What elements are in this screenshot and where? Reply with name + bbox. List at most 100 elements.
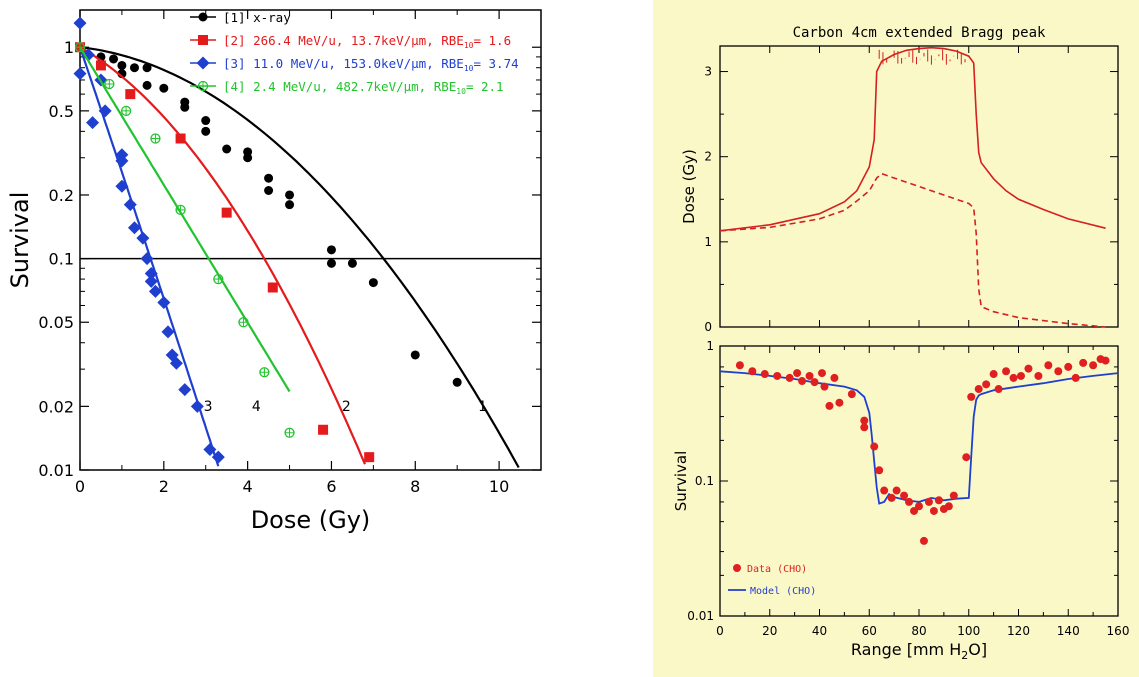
x-tick-label: 6	[326, 477, 336, 496]
legend: Data (CHO) Model (CHO)	[728, 564, 816, 597]
data-point-s2	[318, 424, 329, 435]
y-tick-label: 0.02	[38, 397, 74, 416]
data-point	[1054, 367, 1063, 376]
data-point	[1064, 362, 1073, 371]
data-point	[793, 369, 802, 378]
data-point-s1	[159, 83, 169, 93]
y-tick-label: 1	[706, 339, 714, 353]
legend-marker-data	[733, 564, 741, 572]
data-point	[900, 491, 909, 500]
data-point-s4	[74, 42, 86, 53]
y-tick-label: 0.1	[695, 474, 714, 488]
data-point-s4	[120, 105, 132, 117]
data-point-s1	[243, 153, 253, 163]
legend-entry-s3: [3] 11.0 MeV/u, 153.0keV/µm, RBE10= 3.74	[223, 56, 519, 73]
dose-profile-chart: Carbon 4cm extended Bragg peak 0 1 2 3 Dose (…	[680, 25, 1119, 334]
data-point-s1	[347, 258, 357, 268]
data-point-s3	[144, 274, 158, 288]
data-point-s3	[73, 67, 87, 81]
y-axis-label: Survival	[672, 451, 690, 511]
data-point	[860, 423, 869, 432]
series-model	[719, 370, 1119, 505]
legend-entry-s2: [2] 266.4 MeV/u, 13.7keV/µm, RBE10= 1.6	[223, 33, 511, 50]
data-point	[934, 496, 943, 505]
data-point-s2	[267, 282, 278, 293]
legend-marker	[197, 80, 209, 92]
data-point-s4	[259, 367, 270, 378]
data-point	[847, 390, 856, 399]
data-point	[805, 371, 814, 380]
data-point	[825, 401, 834, 410]
data-point	[1002, 367, 1011, 376]
data-point-s1	[201, 116, 211, 126]
data-point-s3	[140, 252, 154, 266]
data-point-s1	[142, 63, 152, 73]
curve-label-s4: 4	[252, 399, 261, 415]
data-point	[962, 453, 971, 462]
data-point	[989, 370, 998, 379]
legend-marker	[198, 35, 208, 45]
data-point	[919, 536, 928, 545]
y-tick-label: 0.5	[49, 102, 74, 121]
legend-entry-s1: [1] x-ray	[223, 10, 291, 25]
data-point	[785, 373, 794, 382]
legend-label-data: Data (CHO)	[747, 564, 807, 575]
x-tick-label: 0	[75, 477, 85, 496]
curve-label-s2: 2	[342, 399, 351, 415]
x-tick-label: 60	[862, 624, 877, 638]
data-point-s3	[123, 198, 137, 212]
y-axis-label: Dose (Gy)	[680, 149, 698, 224]
data-point-s1	[142, 80, 152, 90]
data-point-s3	[178, 383, 192, 397]
data-point-s3	[98, 104, 112, 118]
data-point	[892, 486, 901, 495]
data-point-s1	[452, 377, 462, 387]
data-point-s3	[73, 16, 87, 30]
y-axis-label: Survival	[6, 192, 34, 289]
data-point-s3	[115, 154, 129, 168]
data-point	[924, 497, 933, 506]
x-tick-label: 10	[489, 477, 509, 496]
data-point	[870, 442, 879, 451]
data-point	[1009, 373, 1018, 382]
data-point	[1016, 371, 1025, 380]
data-point-s2	[364, 452, 375, 463]
chart-title: Carbon 4cm extended Bragg peak	[793, 25, 1046, 41]
data-point-s4	[238, 317, 249, 328]
data-point-s4	[150, 133, 161, 144]
data-point	[1079, 358, 1088, 367]
right-figure-panel	[653, 0, 1139, 677]
series-dose-primary	[719, 172, 1106, 328]
data-point	[905, 497, 914, 506]
x-tick-label: 0	[716, 624, 724, 638]
x-tick-label: 80	[911, 624, 926, 638]
y-tick-label: 0.01	[687, 609, 714, 623]
legend: [1] x-ray [2] 266.4 MeV/u, 13.7keV/µm, RB…	[190, 10, 519, 96]
plot-frame	[79, 9, 542, 471]
data-point-s3	[148, 284, 162, 298]
curve-s4	[80, 46, 291, 393]
data-point-s1	[264, 185, 274, 195]
data-point	[974, 385, 983, 394]
x-tick-label: 4	[243, 477, 253, 496]
data-point-s1	[410, 350, 420, 360]
legend-entry-s4: [4] 2.4 MeV/u, 482.7keV/µm, RBE10= 2.1	[223, 79, 504, 96]
data-point	[830, 373, 839, 382]
curve-label-s3: 3	[204, 399, 213, 415]
x-tick-label: 120	[1007, 624, 1030, 638]
data-point	[1044, 361, 1053, 370]
data-point-s4	[284, 427, 295, 438]
legend-marker	[196, 56, 210, 70]
data-point-s3	[136, 231, 150, 245]
data-point-s3	[127, 221, 141, 235]
data-point-s1	[326, 258, 336, 268]
data-point	[967, 392, 976, 401]
data-point	[1024, 364, 1033, 373]
data-point-s3	[161, 325, 175, 339]
plot-frame	[719, 45, 1119, 328]
y-tick-label: 0.2	[49, 186, 74, 205]
x-tick-label: 140	[1057, 624, 1080, 638]
x-axis-label: Dose (Gy)	[251, 506, 371, 534]
data-point-s2	[221, 207, 232, 218]
